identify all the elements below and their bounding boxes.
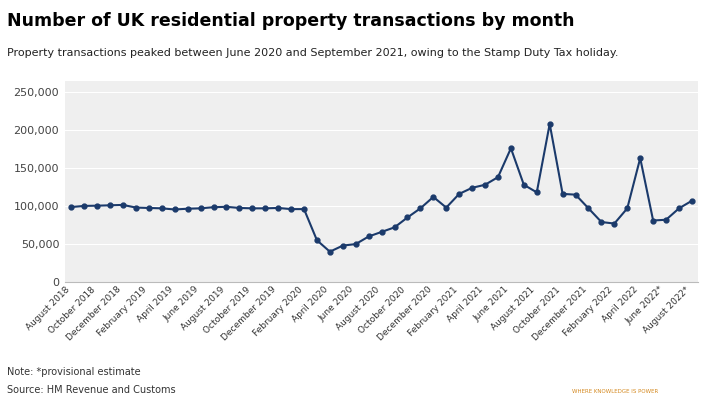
Text: IBIS: IBIS (562, 368, 593, 382)
Text: WHERE KNOWLEDGE IS POWER: WHERE KNOWLEDGE IS POWER (572, 389, 659, 394)
Text: Source: HM Revenue and Customs: Source: HM Revenue and Customs (7, 385, 176, 395)
Text: Number of UK residential property transactions by month: Number of UK residential property transa… (7, 12, 575, 30)
Text: World: World (596, 368, 636, 382)
Text: Note: *provisional estimate: Note: *provisional estimate (7, 367, 141, 377)
Text: Property transactions peaked between June 2020 and September 2021, owing to the : Property transactions peaked between Jun… (7, 48, 618, 58)
